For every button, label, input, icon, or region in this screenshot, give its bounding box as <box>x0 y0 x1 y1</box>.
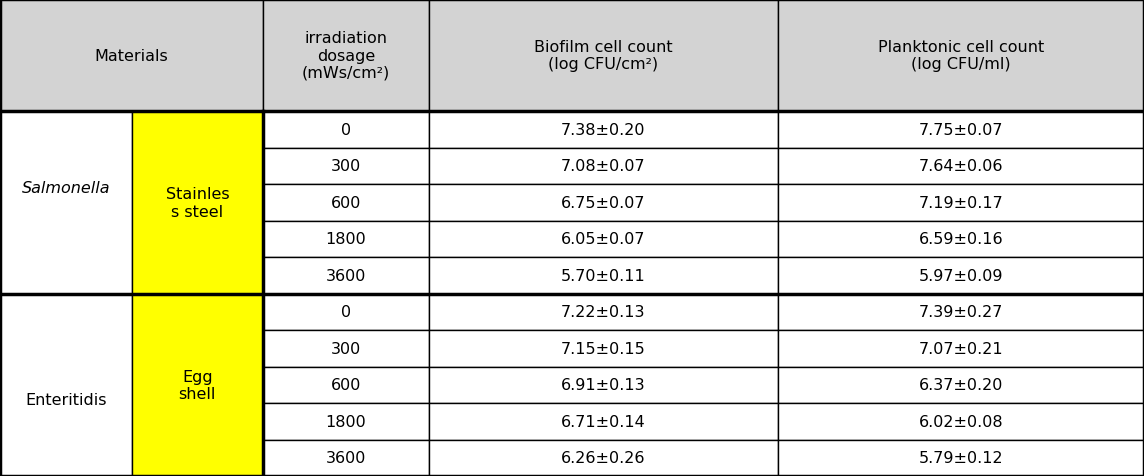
Bar <box>429 221 778 258</box>
Text: Materials: Materials <box>95 49 168 63</box>
Text: 6.02±0.08: 6.02±0.08 <box>919 414 1003 429</box>
Bar <box>778 221 1144 258</box>
Text: 7.22±0.13: 7.22±0.13 <box>562 305 645 319</box>
Text: 7.07±0.21: 7.07±0.21 <box>919 341 1003 356</box>
Text: 7.64±0.06: 7.64±0.06 <box>919 159 1003 174</box>
Text: 5.70±0.11: 5.70±0.11 <box>561 268 646 283</box>
Bar <box>778 258 1144 294</box>
Text: 0: 0 <box>341 305 351 319</box>
Text: 300: 300 <box>331 159 362 174</box>
Text: 1800: 1800 <box>326 414 366 429</box>
Bar <box>263 0 429 112</box>
Bar <box>778 0 1144 112</box>
Bar <box>778 112 1144 149</box>
Text: 5.97±0.09: 5.97±0.09 <box>919 268 1003 283</box>
Bar <box>263 185 429 221</box>
Text: Biofilm cell count
(log CFU/cm²): Biofilm cell count (log CFU/cm²) <box>534 40 673 72</box>
Text: 3600: 3600 <box>326 450 366 465</box>
Bar <box>263 112 429 149</box>
Text: 6.37±0.20: 6.37±0.20 <box>919 377 1003 392</box>
Bar <box>0 112 132 476</box>
Text: 6.59±0.16: 6.59±0.16 <box>919 232 1003 247</box>
Bar <box>778 185 1144 221</box>
Bar <box>263 440 429 476</box>
Bar <box>429 149 778 185</box>
Bar <box>263 221 429 258</box>
Text: 5.79±0.12: 5.79±0.12 <box>919 450 1003 465</box>
Bar <box>429 403 778 440</box>
Text: Enteritidis: Enteritidis <box>25 392 106 407</box>
Text: 6.71±0.14: 6.71±0.14 <box>561 414 646 429</box>
Text: 7.08±0.07: 7.08±0.07 <box>562 159 645 174</box>
Text: 1800: 1800 <box>326 232 366 247</box>
Text: Egg
shell: Egg shell <box>178 369 216 401</box>
Text: irradiation
dosage
(mWs/cm²): irradiation dosage (mWs/cm²) <box>302 31 390 81</box>
Text: 6.05±0.07: 6.05±0.07 <box>562 232 645 247</box>
Text: 600: 600 <box>331 377 362 392</box>
Bar <box>778 403 1144 440</box>
Text: 7.39±0.27: 7.39±0.27 <box>919 305 1003 319</box>
Bar <box>778 149 1144 185</box>
Bar <box>263 367 429 403</box>
Bar <box>132 294 263 476</box>
Bar <box>263 403 429 440</box>
Text: 3600: 3600 <box>326 268 366 283</box>
Text: 7.38±0.20: 7.38±0.20 <box>562 123 645 138</box>
Bar <box>263 258 429 294</box>
Bar <box>429 0 778 112</box>
Text: Stainles
s steel: Stainles s steel <box>166 187 229 219</box>
Text: 7.15±0.15: 7.15±0.15 <box>561 341 646 356</box>
Bar <box>778 294 1144 330</box>
Text: 6.26±0.26: 6.26±0.26 <box>562 450 645 465</box>
Text: 300: 300 <box>331 341 362 356</box>
Text: 6.91±0.13: 6.91±0.13 <box>562 377 645 392</box>
Text: 7.75±0.07: 7.75±0.07 <box>919 123 1003 138</box>
Bar <box>429 367 778 403</box>
Bar <box>263 149 429 185</box>
Bar <box>263 294 429 330</box>
Text: 6.75±0.07: 6.75±0.07 <box>562 196 645 210</box>
Bar <box>0 0 263 112</box>
Text: Salmonella: Salmonella <box>22 180 110 196</box>
Bar <box>778 440 1144 476</box>
Bar <box>778 330 1144 367</box>
Text: 600: 600 <box>331 196 362 210</box>
Bar <box>429 294 778 330</box>
Bar <box>429 112 778 149</box>
Text: 7.19±0.17: 7.19±0.17 <box>919 196 1003 210</box>
Bar <box>132 112 263 294</box>
Bar <box>429 258 778 294</box>
Bar <box>429 185 778 221</box>
Text: 0: 0 <box>341 123 351 138</box>
Bar <box>263 330 429 367</box>
Text: Planktonic cell count
(log CFU/ml): Planktonic cell count (log CFU/ml) <box>877 40 1044 72</box>
Bar <box>429 440 778 476</box>
Bar <box>778 367 1144 403</box>
Bar <box>429 330 778 367</box>
